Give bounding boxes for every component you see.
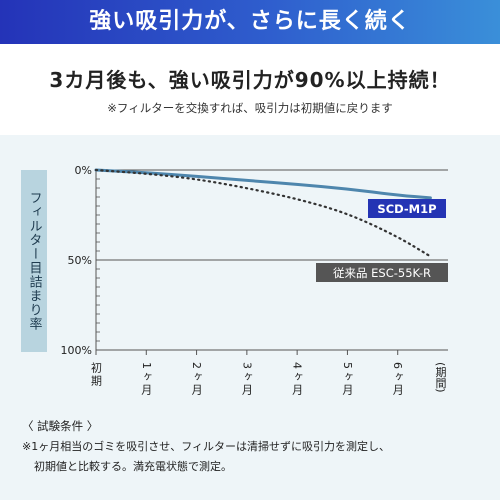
test-conditions-body: ※1ヶ月相当のゴミを吸引させ、フィルターは清掃せずに吸引力を測定し、 初期値と比… xyxy=(22,437,492,477)
x-tick-label: 2ヶ月 xyxy=(190,362,203,397)
x-tick-label: 初期 xyxy=(90,361,103,388)
x-unit-label: (期間) xyxy=(434,362,447,393)
y-axis-label: フィルター目詰まり率 xyxy=(21,170,47,352)
headline-banner: 強い吸引力が、さらに長く続く xyxy=(0,0,500,44)
x-tick-label: 6ヶ月 xyxy=(391,362,404,397)
y-tick-label: 50% xyxy=(68,254,92,267)
test-conditions-title: 〈 試験条件 〉 xyxy=(22,419,99,433)
series-label-esc-55k-r: 従来品 ESC-55K-R xyxy=(333,266,431,280)
y-tick-label: 0% xyxy=(75,164,92,177)
test-conditions-line1: ※1ヶ月相当のゴミを吸引させ、フィルターは清掃せずに吸引力を測定し、 xyxy=(22,440,390,453)
series-label-box xyxy=(368,199,446,218)
series-line-scd-m1p xyxy=(94,168,432,200)
main-headline: 3カ月後も、強い吸引力が90%以上持続！ xyxy=(49,68,451,92)
series-label-scd-m1p: SCD-M1P xyxy=(377,202,436,216)
y-tick-label: 100% xyxy=(61,344,92,357)
clog-rate-chart: 0% 50% 100% 初期 1ヶ月 2ヶ月 3ヶ月 4ヶ月 5ヶ月 6ヶ月 (期間) SCD-M1P… xyxy=(61,164,448,397)
x-tick-label: 3ヶ月 xyxy=(240,362,253,397)
banner-text: 強い吸引力が、さらに長く続く xyxy=(89,9,411,34)
x-tick-label: 1ヶ月 xyxy=(140,362,153,397)
series-label-box xyxy=(316,263,448,282)
test-conditions-line2: 初期値と比較する。満充電状態で測定。 xyxy=(34,460,232,473)
subnote: ※フィルターを交換すれば、吸引力は初期値に戻ります xyxy=(107,101,393,115)
x-tick-label: 4ヶ月 xyxy=(291,362,304,397)
x-tick-label: 5ヶ月 xyxy=(341,362,354,397)
